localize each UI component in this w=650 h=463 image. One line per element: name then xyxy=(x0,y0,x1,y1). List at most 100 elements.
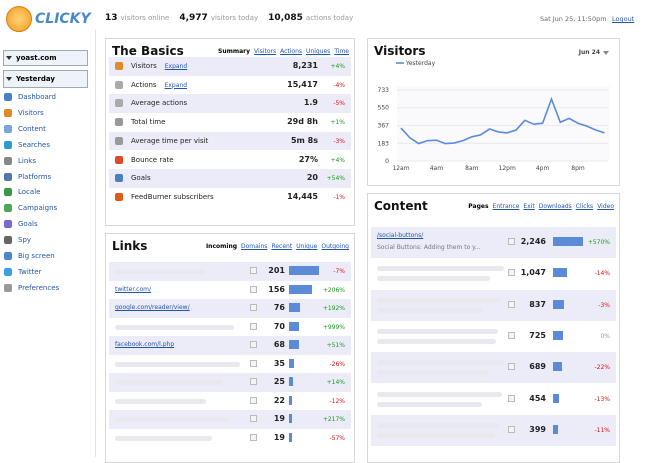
menu-item[interactable]: Links xyxy=(4,156,36,165)
menu-item[interactable]: Goals xyxy=(4,220,38,229)
bar xyxy=(553,393,560,403)
expand-icon[interactable] xyxy=(250,359,257,367)
blurred-text xyxy=(377,266,504,272)
expand-icon[interactable] xyxy=(250,415,257,422)
expand-icon[interactable] xyxy=(250,304,257,311)
change: -4% xyxy=(333,81,345,89)
tab[interactable]: Recent xyxy=(271,243,293,250)
links-row: 19 -57% xyxy=(109,429,351,448)
y-tick-label: 0 xyxy=(385,158,389,165)
tab[interactable]: Summary xyxy=(218,48,251,55)
tab[interactable]: Outgoing xyxy=(321,243,349,250)
link-url[interactable]: twitter.com/ xyxy=(115,285,151,293)
period-select[interactable]: Yesterday xyxy=(3,70,88,88)
panel-title: Visitors xyxy=(374,44,426,58)
link-url[interactable]: google.com/reader/view/ xyxy=(115,304,190,311)
row-label: Visitors Expand xyxy=(131,62,187,70)
bar xyxy=(289,284,313,294)
tab[interactable]: Incoming xyxy=(205,243,238,250)
menu-item[interactable]: Searches xyxy=(4,140,50,149)
logo[interactable]: CLICKY xyxy=(35,11,91,27)
tab[interactable]: Actions xyxy=(280,48,303,55)
tabs: Pages Entrance Exit Downloads Clicks Video xyxy=(464,203,614,210)
expand-icon[interactable] xyxy=(508,269,515,277)
expand-icon[interactable] xyxy=(250,285,257,293)
expand-icon[interactable] xyxy=(250,396,257,404)
site-select[interactable]: yoast.com xyxy=(3,50,88,66)
tab[interactable]: Pages xyxy=(468,203,489,210)
change: -3% xyxy=(333,137,345,145)
panel-title: Content xyxy=(374,199,428,213)
menu-item[interactable]: Twitter xyxy=(4,267,41,276)
stats: 13 visitors online 4,977 visitors today 10,0… xyxy=(105,13,363,23)
expand-link[interactable]: Expand xyxy=(164,81,188,89)
menu-icon xyxy=(4,156,12,165)
tab[interactable]: Domains xyxy=(241,243,268,250)
tab[interactable]: Clicks xyxy=(575,203,594,210)
x-tick-label: 12pm xyxy=(499,165,516,172)
value: 2,246 xyxy=(520,237,546,246)
row-icon xyxy=(115,136,123,145)
menu-item[interactable]: Platforms xyxy=(4,172,51,181)
logout[interactable]: Logout xyxy=(612,15,635,23)
tab[interactable]: Entrance xyxy=(492,203,520,210)
expand-link[interactable]: Expand xyxy=(164,63,188,70)
links-row: facebook.com/l.php 68 +51% xyxy=(109,336,351,355)
basics-row: Average actions 1.9 -5% xyxy=(109,94,351,114)
tab[interactable]: Downloads xyxy=(538,203,572,210)
dropdown-arrow xyxy=(6,77,12,81)
menu-item[interactable]: Spy xyxy=(4,236,32,245)
datetime: Sat Jun 25, 11:50pm xyxy=(540,15,607,23)
menu-item[interactable]: Locale xyxy=(4,188,40,197)
menu-item[interactable]: Campaigns xyxy=(4,204,57,213)
bar xyxy=(553,362,563,372)
tab[interactable]: Time xyxy=(334,48,349,55)
expand-icon[interactable] xyxy=(508,238,515,245)
expand-icon[interactable] xyxy=(508,425,515,433)
expand-icon[interactable] xyxy=(250,378,257,385)
expand-icon[interactable] xyxy=(250,433,257,441)
tab[interactable]: Exit xyxy=(523,203,535,210)
tab[interactable]: Visitors xyxy=(254,48,277,55)
page-url[interactable]: /social-buttons/ xyxy=(377,232,424,239)
expand-icon[interactable] xyxy=(508,331,515,339)
menu-icon xyxy=(4,252,12,260)
content-row: 399 -11% xyxy=(371,414,616,446)
content-row: 689 -22% xyxy=(371,352,616,384)
tab[interactable]: Uniques xyxy=(306,48,331,55)
change: +192% xyxy=(322,305,345,312)
expand-icon[interactable] xyxy=(508,394,515,402)
tab[interactable]: Video xyxy=(597,203,614,210)
menu-item[interactable]: Big screen xyxy=(4,252,55,260)
basics-panel: The Basics Summary Visitors Actions Uniques T… xyxy=(105,38,355,226)
menu-label: Dashboard xyxy=(18,93,56,101)
change: -7% xyxy=(333,268,345,275)
menu-label: Content xyxy=(18,124,46,133)
expand-icon[interactable] xyxy=(250,267,257,274)
logo-icon[interactable] xyxy=(6,6,32,32)
change: -1% xyxy=(333,193,345,201)
blurred-text xyxy=(115,398,206,404)
tab[interactable]: Unique xyxy=(296,243,318,250)
menu-item[interactable]: Content xyxy=(4,124,46,133)
menu-item[interactable]: Visitors xyxy=(4,108,44,117)
expand-icon[interactable] xyxy=(508,300,515,308)
change: 0% xyxy=(600,332,610,340)
menu-label: Spy xyxy=(18,236,32,245)
link-url[interactable]: facebook.com/l.php xyxy=(115,341,175,348)
menu-item[interactable]: Dashboard xyxy=(4,93,56,101)
date-arrow xyxy=(603,51,609,55)
label: Actions xyxy=(131,80,157,89)
stat-label: visitors today xyxy=(210,14,259,22)
stat-value: 13 xyxy=(105,13,118,23)
expand-icon[interactable] xyxy=(508,363,515,371)
bar xyxy=(553,268,567,278)
blurred-text xyxy=(115,269,205,274)
expand-icon[interactable] xyxy=(250,322,257,330)
menu-icon xyxy=(4,140,12,149)
period-name: Yesterday xyxy=(16,75,55,83)
expand-icon[interactable] xyxy=(250,341,257,348)
value: 15,417 xyxy=(287,79,318,89)
menu-item[interactable]: Preferences xyxy=(4,283,59,292)
